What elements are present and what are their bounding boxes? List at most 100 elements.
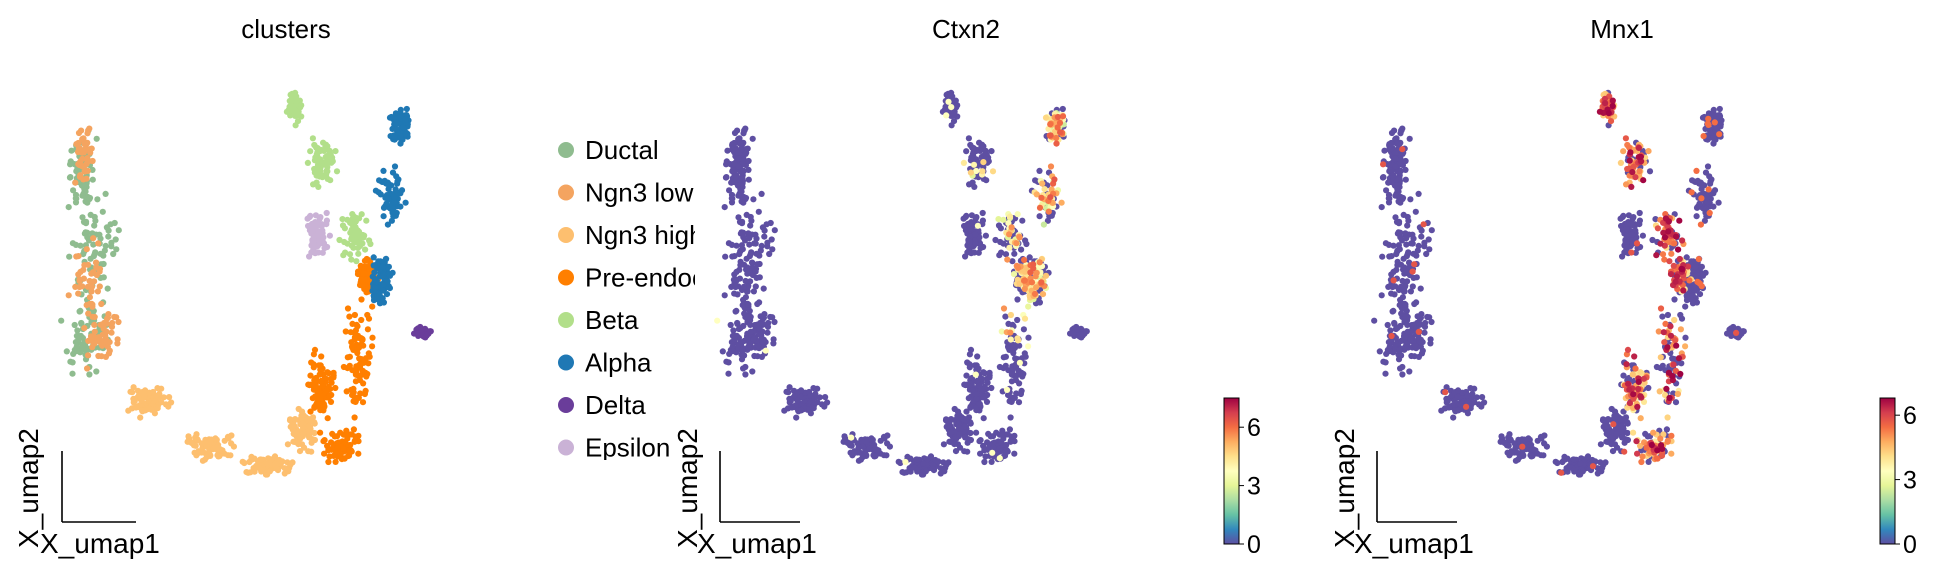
scatter-point	[741, 261, 748, 268]
colorbar-ctxn2: 036	[1223, 397, 1261, 559]
scatter-point	[794, 397, 801, 404]
scatter-point	[364, 326, 371, 333]
scatter-point	[1401, 288, 1408, 295]
scatter-point	[258, 466, 265, 474]
scatter-point	[739, 347, 746, 354]
scatter-point	[859, 454, 866, 461]
scatter-point	[312, 154, 319, 161]
scatter-point	[764, 323, 772, 330]
scatter-point	[1005, 320, 1012, 327]
scatter-point	[75, 253, 82, 260]
scatter-point	[1021, 277, 1028, 284]
scatter-point	[1398, 261, 1405, 268]
scatter-point	[1711, 187, 1719, 194]
scatter-point	[1604, 423, 1611, 430]
scatter-point	[76, 276, 83, 283]
scatter-point	[995, 216, 1002, 223]
legend-marker	[558, 227, 574, 243]
scatter-point	[1392, 163, 1399, 170]
scatter-point	[98, 300, 105, 308]
scatter-point	[1694, 177, 1701, 184]
scatter-point	[1443, 384, 1450, 391]
scatter-point	[340, 363, 347, 371]
scatter-point	[397, 106, 404, 113]
scatter-point	[1563, 465, 1570, 472]
scatter-point	[1640, 375, 1647, 382]
scatter-point	[1705, 186, 1712, 193]
scatter-point	[996, 363, 1004, 371]
scatter-point	[1438, 407, 1445, 414]
scatter-point	[1700, 133, 1707, 140]
scatter-point	[1016, 280, 1023, 287]
scatter-point	[315, 231, 323, 238]
scatter-point	[788, 404, 796, 411]
scatter-point	[94, 288, 101, 295]
scatter-point	[980, 143, 987, 150]
scatter-point	[1030, 261, 1037, 268]
scatter-point	[1032, 177, 1039, 184]
scatter-point	[125, 407, 132, 414]
scatter-point	[744, 288, 751, 295]
scatter-point	[1054, 113, 1061, 121]
scatter-point	[947, 429, 955, 436]
scatter-point	[85, 261, 92, 268]
scatter-point	[1006, 231, 1013, 238]
scatter-point	[1036, 204, 1044, 211]
scatter-point	[355, 450, 362, 457]
scatter-point	[1002, 251, 1010, 258]
scatter-point	[1657, 240, 1664, 247]
scatter-point	[95, 352, 102, 360]
scatter-point	[385, 195, 392, 202]
scatter-point	[1667, 323, 1674, 330]
scatter-point	[1045, 208, 1052, 215]
scatter-point	[966, 238, 973, 245]
scatter-point	[1657, 435, 1664, 442]
scatter-point	[943, 416, 950, 423]
scatter-point	[1657, 305, 1665, 312]
scatter-point	[71, 321, 78, 329]
scatter-point	[1508, 449, 1515, 457]
scatter-point	[1635, 378, 1642, 385]
scatter-point	[1389, 173, 1397, 180]
scatter-point	[1673, 273, 1680, 280]
scatter-point	[370, 254, 377, 261]
scatter-point	[1011, 394, 1018, 401]
scatter-point	[85, 310, 92, 317]
scatter-point	[1394, 181, 1401, 189]
scatter-point	[306, 434, 313, 441]
scatter-point	[769, 246, 776, 253]
colorbar-gradient	[1223, 397, 1240, 545]
scatter-point	[319, 249, 326, 256]
scatter-point	[1005, 392, 1012, 399]
scatter-point	[1020, 370, 1027, 378]
scatter-point	[228, 432, 235, 439]
scatter-point	[1021, 315, 1029, 322]
scatter-point	[308, 359, 315, 366]
scatter-point	[793, 414, 800, 421]
scatter-point	[767, 219, 774, 227]
scatter-point	[95, 240, 102, 247]
scatter-point	[341, 225, 348, 232]
scatter-point	[1469, 390, 1476, 397]
scatter-point	[1672, 399, 1680, 406]
scatter-point	[1629, 371, 1636, 378]
scatter-point	[1008, 224, 1015, 231]
scatter-point	[346, 362, 353, 369]
scatter-point	[982, 393, 989, 400]
umap-axis-arrows	[61, 451, 136, 523]
scatter-point	[356, 344, 363, 351]
scatter-point	[75, 129, 83, 137]
scatter-point	[317, 429, 324, 436]
scatter-point	[972, 215, 979, 222]
scatter-point	[364, 311, 371, 319]
scatter-point	[77, 242, 84, 249]
scatter-point	[758, 353, 766, 360]
scatter-point	[963, 372, 970, 379]
scatter-point	[353, 258, 360, 265]
scatter-point	[115, 318, 122, 326]
scatter-point	[1383, 187, 1390, 194]
scatter-point	[902, 458, 909, 466]
scatter-point	[81, 140, 88, 148]
scatter-point	[1425, 236, 1432, 243]
scatter-point	[740, 365, 747, 372]
